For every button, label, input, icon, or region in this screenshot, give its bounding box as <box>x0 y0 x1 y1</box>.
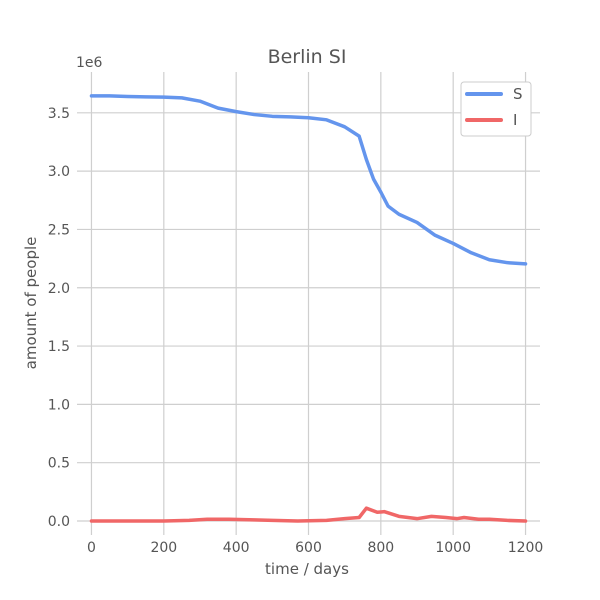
x-tick-label: 800 <box>367 540 394 556</box>
y-tick-label: 2.0 <box>48 281 70 297</box>
x-tick-label: 200 <box>150 540 177 556</box>
x-tick-label: 400 <box>223 540 250 556</box>
y-tick-label: 3.0 <box>48 164 70 180</box>
y-tick-label: 3.5 <box>48 106 70 122</box>
y-tick-label: 2.5 <box>48 222 70 238</box>
x-axis-label: time / days <box>265 560 349 578</box>
x-tick-label: 0 <box>87 540 96 556</box>
y-tick-label: 0.0 <box>48 514 70 530</box>
y-axis-label: amount of people <box>22 237 40 370</box>
series-line-s <box>89 94 528 266</box>
legend-label-i: I <box>513 111 517 129</box>
tick-layer: 0 200 400 600 800 1000 1200 0.0 0.5 1.0 1.5 2.0 2.5 3… <box>48 106 544 556</box>
y-axis-offset-label: 1e6 <box>76 55 103 71</box>
x-tick-label: 1000 <box>435 540 471 556</box>
x-tick-label: 1200 <box>508 540 544 556</box>
y-tick-label: 1.0 <box>48 397 70 413</box>
series-layer <box>89 94 528 523</box>
y-tick-label: 0.5 <box>48 456 70 472</box>
legend-label-s: S <box>513 85 523 103</box>
legend: S I <box>460 81 532 137</box>
chart-title: Berlin SI <box>268 46 347 68</box>
y-tick-label: 1.5 <box>48 339 70 355</box>
series-line-i <box>89 506 528 523</box>
grid-layer <box>77 72 540 535</box>
x-tick-label: 600 <box>295 540 322 556</box>
